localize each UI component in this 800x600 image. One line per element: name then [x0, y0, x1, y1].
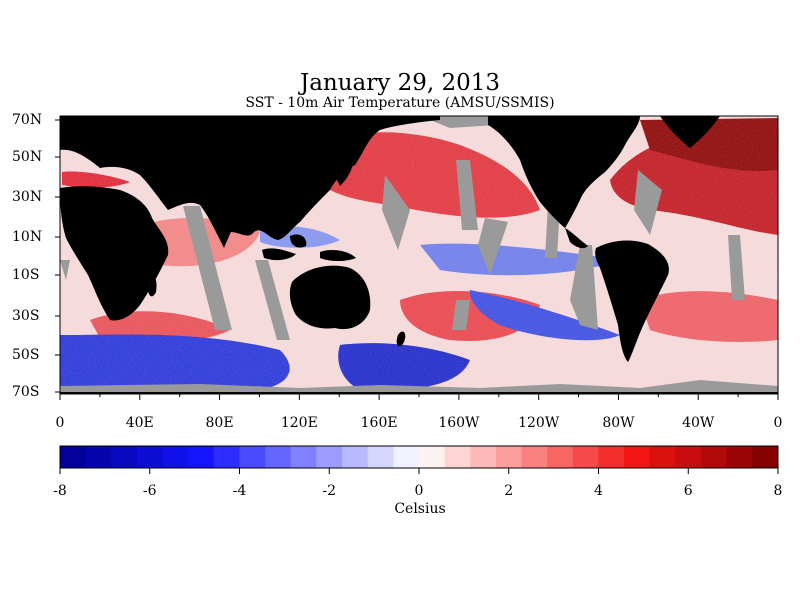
colorbar-swatch	[60, 446, 87, 468]
no-data-swath	[183, 206, 232, 330]
land-madagascar	[148, 274, 157, 297]
colorbar-swatch	[85, 446, 112, 468]
colorbar-tick-label: -2	[322, 483, 337, 499]
colorbar-unit-label: Celsius	[394, 501, 446, 517]
colorbar-swatch	[624, 446, 651, 468]
colorbar-tick-label: 4	[594, 483, 603, 499]
colorbar-swatch	[290, 446, 317, 468]
land-greenland	[660, 116, 720, 148]
colorbar-swatch	[393, 446, 420, 468]
latitude-label: 30S	[12, 308, 40, 324]
axis-ticks	[55, 119, 779, 400]
no-data-swath	[634, 170, 662, 235]
land-eurasia	[60, 116, 440, 240]
colorbar-swatch	[162, 446, 189, 468]
colorbar-swatch	[111, 446, 138, 468]
land-north-america	[488, 116, 640, 228]
colorbar-swatch	[213, 446, 240, 468]
colorbar-swatch	[136, 446, 164, 468]
longitude-label: 80W	[602, 415, 635, 431]
colorbar-swatch	[188, 446, 215, 468]
longitude-label: 160E	[360, 415, 398, 431]
no-data-swath	[478, 218, 508, 275]
longitude-label: 120E	[280, 415, 318, 431]
latitude-label: 30N	[12, 189, 43, 205]
no-data-swath	[60, 260, 70, 280]
no-data-swath	[255, 260, 290, 340]
latitude-label: 10N	[12, 229, 43, 245]
colorbar-swatch	[444, 446, 471, 468]
colorbar-tick-label: -4	[232, 483, 247, 499]
colorbar-swatch	[367, 446, 394, 468]
latitude-label: 50S	[12, 347, 40, 363]
no-data-swath	[452, 300, 470, 330]
colorbar-swatch	[316, 446, 343, 468]
colorbar-swatch	[547, 446, 574, 468]
longitude-label: 40W	[682, 415, 715, 431]
colorbar-swatch	[675, 446, 702, 468]
colorbar-swatch	[495, 446, 523, 468]
colorbar-swatch	[521, 446, 548, 468]
no-data-swath	[382, 175, 410, 250]
colorbar-swatch	[598, 446, 625, 468]
land-australia	[289, 265, 371, 330]
longitude-label: 0	[773, 415, 783, 431]
colorbar-tick-label: -6	[142, 483, 157, 499]
colorbar-swatch	[649, 446, 676, 468]
colorbar-swatch	[701, 446, 728, 468]
no-data-swath	[456, 160, 478, 230]
colorbar-swatch	[572, 446, 599, 468]
colorbar-tick-label: 6	[683, 483, 693, 499]
colorbar-swatch	[752, 446, 779, 468]
latitude-label: 70N	[12, 112, 43, 128]
land-central-america	[565, 228, 588, 249]
land-masses	[60, 116, 778, 394]
colorbar-swatch	[470, 446, 497, 468]
colorbar-swatch	[342, 446, 369, 468]
no-data-swath	[570, 245, 598, 330]
land-japan	[336, 160, 353, 186]
longitude-label: 80E	[205, 415, 234, 431]
colorbar	[59, 445, 779, 474]
colorbar-tick-label: 2	[504, 483, 514, 499]
colorbar-tick-label: 8	[773, 483, 783, 499]
land-borneo	[290, 234, 307, 248]
colorbar-tick-label: 0	[414, 483, 424, 499]
colorbar-tick-label: -8	[53, 483, 67, 499]
latitude-label: 50N	[12, 149, 43, 165]
no-data-swath	[728, 235, 745, 300]
land-new-zealand	[396, 331, 406, 347]
colorbar-swatch	[239, 446, 266, 468]
longitude-label: 160W	[438, 415, 480, 431]
land-indonesia	[262, 248, 296, 261]
no-data-sea-ice-antarctic	[60, 380, 778, 392]
longitude-label: 120W	[518, 415, 560, 431]
latitude-label: 70S	[12, 384, 40, 400]
colorbar-swatch	[265, 446, 292, 468]
figure-subtitle: SST - 10m Air Temperature (AMSU/SSMIS)	[245, 95, 555, 111]
colorbar-swatch	[726, 446, 753, 468]
longitude-label: 0	[55, 415, 65, 431]
land-india	[200, 205, 238, 248]
figure-title: January 29, 2013	[300, 70, 500, 96]
land-africa	[60, 186, 169, 321]
land-new-guinea	[320, 250, 356, 261]
longitude-label: 40E	[125, 415, 154, 431]
latitude-label: 10S	[12, 267, 40, 283]
land-south-america	[595, 240, 669, 362]
colorbar-swatch	[419, 446, 446, 468]
